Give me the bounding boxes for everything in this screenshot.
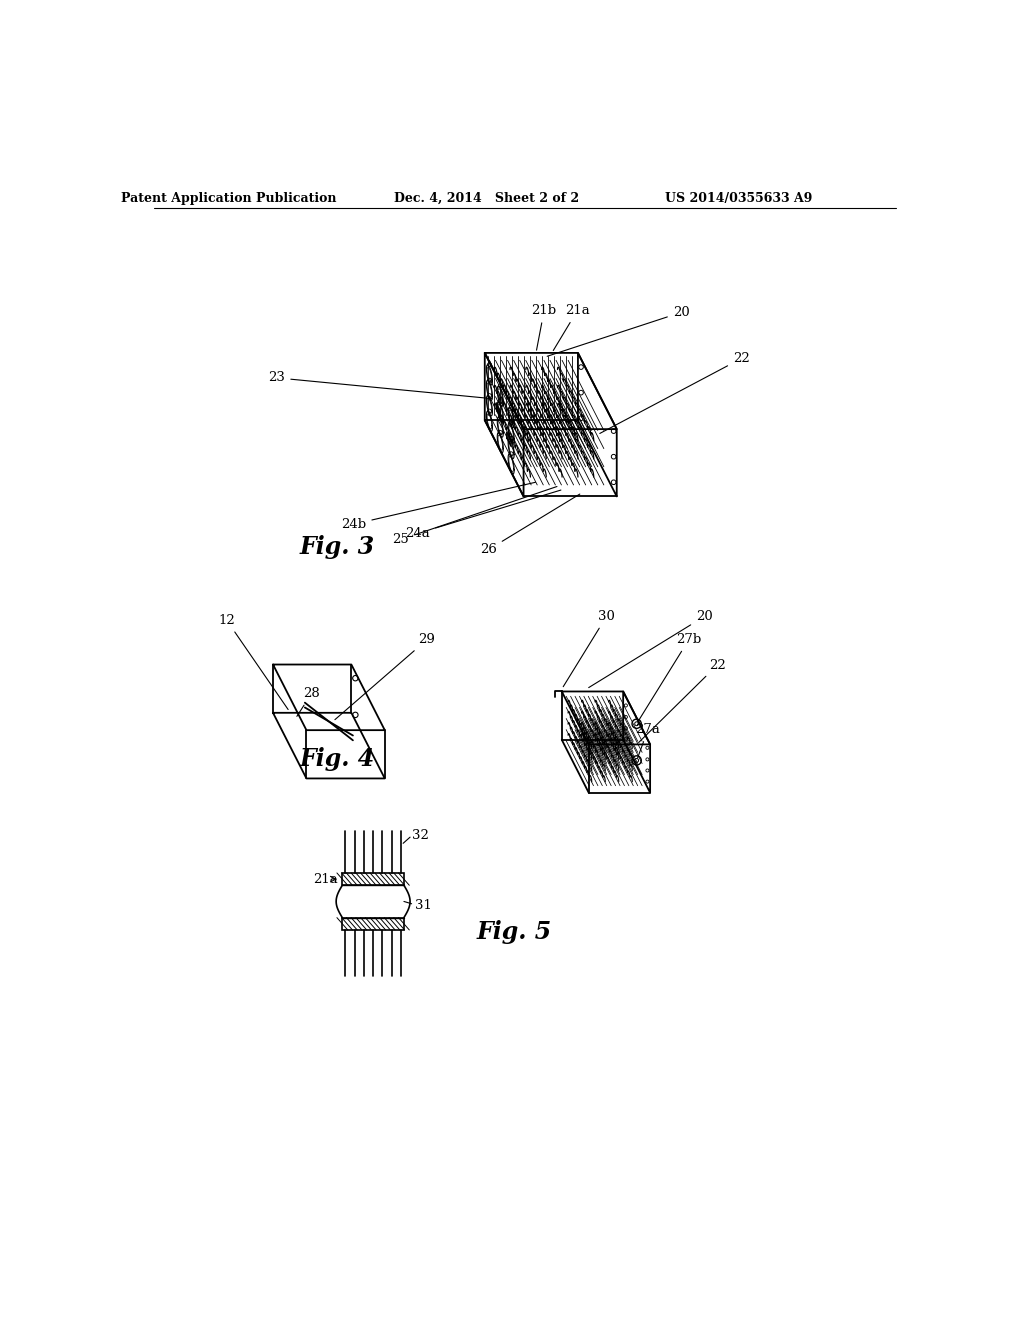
Text: 20: 20 <box>547 306 689 356</box>
Text: 12: 12 <box>218 614 288 710</box>
Bar <box>342 873 403 886</box>
Text: Fig. 5: Fig. 5 <box>477 920 552 944</box>
Text: 25: 25 <box>392 487 557 546</box>
Text: 31: 31 <box>415 899 431 912</box>
Text: 24a: 24a <box>406 490 561 540</box>
Text: 20: 20 <box>589 610 713 688</box>
Text: 27b: 27b <box>638 634 701 721</box>
Text: 29: 29 <box>335 634 435 719</box>
Text: 23: 23 <box>268 371 492 399</box>
Text: 28: 28 <box>297 686 319 717</box>
Text: 21a: 21a <box>313 873 338 886</box>
Text: 22: 22 <box>600 352 750 433</box>
Text: Fig. 3: Fig. 3 <box>300 535 375 560</box>
Text: Patent Application Publication: Patent Application Publication <box>121 191 336 205</box>
Text: US 2014/0355633 A9: US 2014/0355633 A9 <box>666 191 813 205</box>
Bar <box>342 917 403 929</box>
Text: Dec. 4, 2014   Sheet 2 of 2: Dec. 4, 2014 Sheet 2 of 2 <box>394 191 579 205</box>
Text: 21a: 21a <box>553 305 590 351</box>
Text: 27a: 27a <box>636 723 660 758</box>
Text: 32: 32 <box>413 829 429 842</box>
Text: 22: 22 <box>639 659 726 743</box>
Text: 30: 30 <box>563 610 614 686</box>
Text: 21b: 21b <box>531 305 557 350</box>
Text: 26: 26 <box>480 494 580 556</box>
Text: 24b: 24b <box>341 482 536 531</box>
Text: Fig. 4: Fig. 4 <box>300 747 375 771</box>
